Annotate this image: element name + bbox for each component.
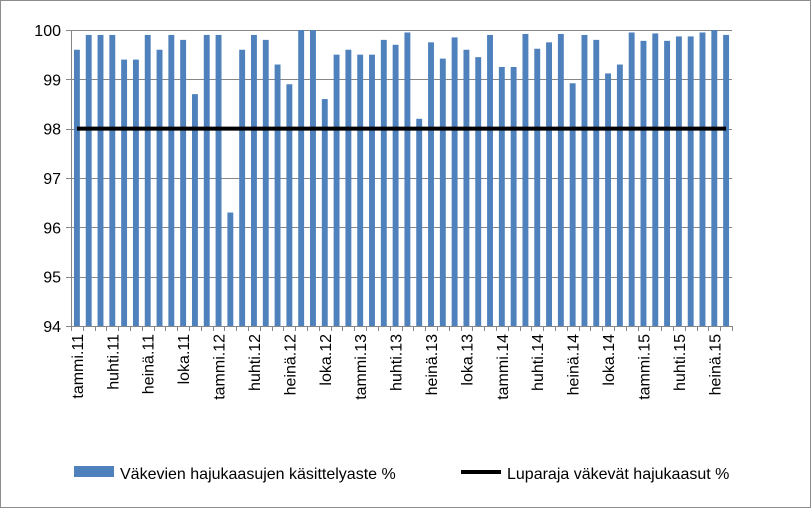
y-tick-label: 96 [43, 220, 61, 237]
bar [616, 64, 623, 327]
bar [475, 57, 482, 327]
bar [628, 32, 635, 326]
bar [510, 67, 517, 326]
legend-bar-swatch [74, 466, 114, 477]
bar [380, 39, 387, 326]
bar [723, 34, 730, 326]
bar [286, 84, 293, 327]
x-tick-label: tammi.11 [70, 334, 87, 399]
bar [675, 36, 682, 327]
bar-series [73, 30, 730, 327]
bar [274, 64, 281, 327]
y-tick-label: 100 [34, 23, 61, 40]
x-tick-label: heinä.12 [282, 334, 299, 395]
x-tick-label: heinä.11 [141, 334, 158, 394]
bar [463, 49, 470, 326]
bar [227, 212, 234, 326]
x-tick-labels: tammi.11 huhti.11 heinä.11 loka.11 tammi.12 h… [70, 334, 724, 400]
y-tick-label: 98 [43, 122, 61, 139]
bar [109, 34, 116, 326]
x-tick-label: tammi.15 [636, 334, 653, 400]
bar [404, 32, 411, 326]
x-tick-label: tammi.14 [495, 334, 512, 400]
bar [144, 34, 151, 326]
bar [310, 30, 316, 326]
bar [251, 34, 257, 326]
bar [369, 54, 375, 327]
bar [652, 33, 659, 326]
x-tick-label: tammi.13 [353, 334, 370, 400]
bar [569, 83, 576, 326]
x-tick-label: heinä.14 [566, 334, 583, 395]
bar [168, 34, 175, 326]
bar [534, 48, 541, 326]
x-tick-label: loka.13 [459, 334, 476, 386]
bar [439, 58, 446, 326]
bar [581, 34, 588, 326]
bar [640, 40, 647, 326]
bar [487, 34, 493, 326]
bar [85, 34, 92, 326]
legend-bar-label: Väkevien hajukaasujen käsittelyaste % [120, 466, 396, 483]
bar [416, 118, 423, 326]
x-tick-label: loka.12 [318, 334, 335, 386]
bar [191, 94, 198, 326]
x-tick-label: heinä.13 [424, 334, 441, 395]
bar [73, 49, 80, 326]
axes [66, 30, 733, 331]
bar [262, 39, 269, 326]
bar [121, 59, 128, 326]
bar [215, 34, 222, 326]
bar [498, 67, 505, 326]
x-tick-label: huhti.13 [389, 334, 406, 391]
bar [132, 59, 139, 326]
x-tick-label: loka.11 [176, 334, 193, 385]
y-tick-label: 94 [43, 319, 61, 336]
x-tick-label: huhti.11 [105, 334, 122, 390]
bar [156, 49, 163, 326]
bar [664, 40, 671, 326]
x-tick-label: tammi.12 [212, 334, 229, 400]
bar [345, 49, 352, 326]
x-tick-label: loka.14 [601, 334, 618, 386]
bar [298, 30, 305, 326]
bar [593, 39, 600, 326]
x-tick-label: huhti.12 [247, 334, 264, 391]
x-tick-label: huhti.15 [672, 334, 689, 391]
bar [605, 73, 612, 326]
bar [239, 49, 246, 326]
bar [557, 33, 564, 327]
bar [97, 34, 104, 326]
bar [546, 42, 552, 326]
bar [357, 54, 364, 327]
y-tick-labels: 94 95 96 97 98 99 100 [34, 23, 61, 336]
x-tick-label: heinä.15 [707, 334, 724, 395]
bar [428, 42, 434, 326]
bar [333, 54, 340, 327]
bar [451, 37, 458, 327]
y-tick-label: 99 [43, 72, 61, 89]
bar [203, 34, 210, 326]
legend: Väkevien hajukaasujen käsittelyaste % Lu… [74, 466, 729, 483]
legend-line-label: Luparaja väkevät hajukaasut % [507, 466, 729, 483]
bar [522, 33, 529, 327]
x-tick-label: huhti.14 [530, 334, 547, 391]
bar [392, 44, 399, 327]
bar [321, 99, 328, 326]
bar [711, 30, 718, 326]
bar [180, 39, 187, 326]
bar [687, 36, 694, 327]
y-tick-label: 95 [43, 270, 61, 287]
y-tick-label: 97 [43, 171, 61, 188]
bar [699, 32, 706, 326]
